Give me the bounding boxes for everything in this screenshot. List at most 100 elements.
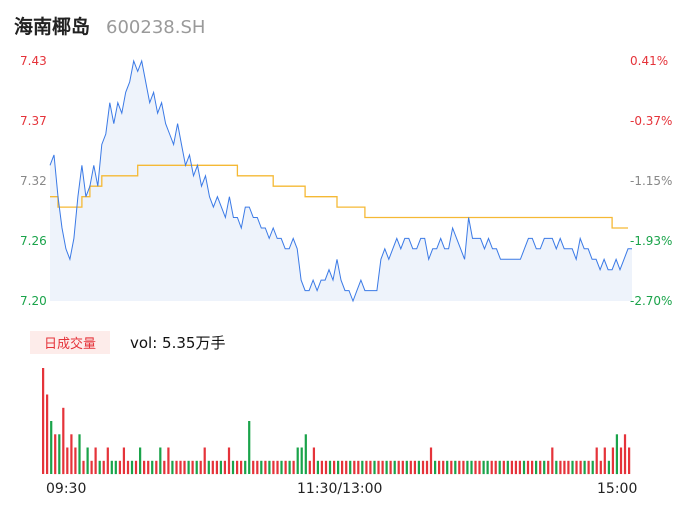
volume-bar [462,460,465,475]
volume-bar [373,460,376,475]
volume-bar [571,460,574,475]
volume-bar [42,368,45,474]
price-line [49,59,632,303]
volume-bar [203,447,206,474]
volume-bar [389,460,392,475]
volume-bar [454,460,457,475]
volume-bar [587,460,590,475]
volume-bar [86,447,89,474]
volume-bar [409,460,412,475]
change-tick-label: 0.41% [630,54,669,68]
volume-bar [474,460,477,475]
volume-bar [429,447,433,474]
volume-bar [559,460,562,475]
volume-bar [167,447,170,474]
volume-bar [514,460,518,475]
volume-bar [244,460,247,475]
volume-bar [385,460,388,475]
volume-bar [591,460,594,475]
volume-bar [316,460,320,475]
volume-bar [506,460,509,475]
volume-bar [256,460,259,475]
volume-bar [252,460,255,475]
volume-bar [227,447,231,474]
volume-badge[interactable]: 日成交量 [30,331,110,354]
volume-bar [413,460,417,475]
volume-bar [78,434,81,475]
average-price-line [50,164,628,229]
volume-bar [110,460,113,475]
volume-bar [547,460,550,475]
volume-bar [130,460,134,475]
volume-bar [58,434,61,475]
volume-bar [611,447,615,474]
volume-bar [66,447,69,474]
volume-bar [248,421,251,474]
volume-bar [199,460,202,475]
volume-bar [502,460,505,475]
volume-bar [438,460,441,475]
volume-bar [183,460,186,475]
volume-bar [240,460,243,475]
volume-bar [296,447,299,474]
volume-bar [312,447,316,474]
volume-bar [579,460,582,475]
volume-bar [470,460,473,475]
volume-bar [300,447,303,474]
volume-bar [54,434,57,475]
volume-bar [280,460,283,475]
volume-bar [583,460,586,475]
volume-bar [353,460,356,475]
volume-bar [494,460,497,475]
volume-bar [341,460,344,475]
change-tick-label: -1.93% [630,234,673,248]
volume-bar [522,460,526,475]
volume-bar [619,447,623,474]
volume-bar [417,460,421,475]
volume-bar [628,447,631,474]
change-tick-label: -1.15% [630,174,673,188]
volume-bar [345,460,348,475]
volume-bar [510,460,514,475]
volume-bar [361,460,364,475]
volume-bar [337,460,340,475]
volume-text: vol: 5.35万手 [130,334,226,352]
volume-bar [143,460,146,475]
stock-name: 海南椰岛 [14,16,91,38]
volume-bar [147,460,150,475]
volume-bar [458,460,461,475]
volume-bar [284,460,287,475]
stock-code: 600238.SH [106,17,206,38]
volume-bar [118,460,122,475]
volume-bar [50,421,53,474]
volume-bar [599,460,602,475]
change-tick-label: -0.37% [630,114,673,128]
volume-bar [607,460,611,475]
volume-bar [82,460,85,475]
volume-bar [401,460,404,475]
volume-bar [304,434,307,475]
volume-bar [567,460,570,475]
volume-bar [478,460,481,475]
volume-bar [292,460,295,475]
volume-bar [442,460,445,475]
volume-bar [62,407,65,475]
volume-bar [70,434,73,475]
volume-bar [425,460,429,475]
volume-bar [74,447,77,474]
volume-bar [450,460,453,475]
volume-bar [397,460,400,475]
volume-bar [159,447,162,474]
volume-bar [46,394,49,474]
volume-bar [139,447,142,474]
volume-bar [615,434,619,475]
stock-header: 海南椰岛 600238.SH [14,12,205,39]
volume-bar [377,460,380,475]
volume-bar [106,447,109,474]
volume-bar [490,460,493,475]
volume-bar [555,460,558,475]
volume-bar [264,460,267,475]
volume-bar [434,460,437,475]
volume-bar [134,460,138,475]
volume-bar [446,460,449,475]
